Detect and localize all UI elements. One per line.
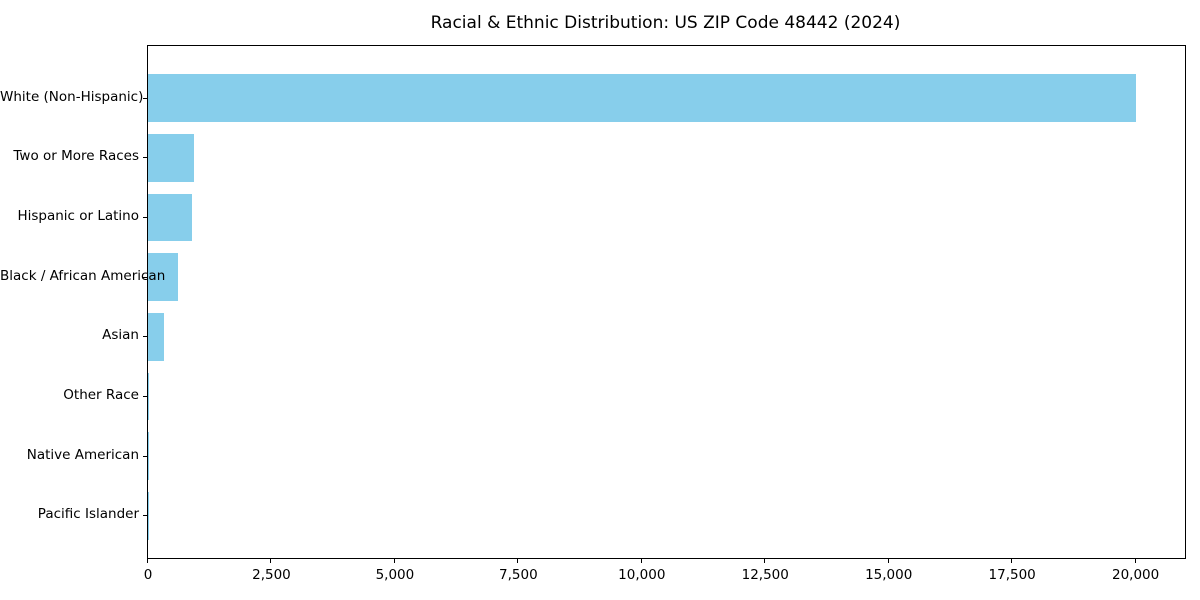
y-tick-mark xyxy=(143,336,147,338)
bar xyxy=(148,312,164,361)
y-axis-label: White (Non-Hispanic) xyxy=(0,88,144,105)
x-axis-label: 20,000 xyxy=(1111,567,1160,583)
y-axis-label: Native American xyxy=(26,446,139,463)
x-tick-mark xyxy=(147,559,148,563)
x-tick-mark xyxy=(1011,559,1013,563)
y-axis-label: Hispanic or Latino xyxy=(17,207,139,224)
x-tick-mark xyxy=(270,559,272,563)
plot-area xyxy=(143,45,1186,559)
bar xyxy=(148,193,193,242)
y-tick-mark xyxy=(143,515,147,517)
bar xyxy=(148,372,149,421)
x-axis-label: 7,500 xyxy=(499,567,538,583)
bar xyxy=(148,253,178,302)
bar xyxy=(148,74,1136,122)
x-tick-mark xyxy=(764,559,766,563)
x-axis-label: 5,000 xyxy=(375,567,415,583)
x-tick-mark xyxy=(393,559,395,563)
chart-title: Racial & Ethnic Distribution: US ZIP Cod… xyxy=(430,13,901,33)
x-axis-label: 0 xyxy=(143,567,153,583)
x-tick-mark xyxy=(640,559,642,563)
y-tick-mark xyxy=(143,276,147,278)
y-tick-mark xyxy=(143,157,147,159)
y-axis-label: Other Race xyxy=(63,387,139,404)
x-axis-label: 10,000 xyxy=(618,567,666,583)
y-axis-label: Pacific Islander xyxy=(37,506,139,523)
x-axis-label: 2,500 xyxy=(252,567,291,583)
y-tick-mark xyxy=(143,216,147,218)
y-tick-mark xyxy=(143,97,147,99)
y-tick-mark xyxy=(143,396,147,398)
x-axis-label: 17,500 xyxy=(988,567,1036,583)
x-tick-mark xyxy=(517,559,519,563)
x-axis-label: 12,500 xyxy=(741,567,789,583)
x-tick-mark xyxy=(1134,559,1136,563)
y-axis-label: Asian xyxy=(102,327,139,344)
bar xyxy=(148,133,194,182)
x-axis-label: 15,000 xyxy=(865,567,913,583)
x-tick-mark xyxy=(887,559,889,563)
y-tick-mark xyxy=(143,455,147,457)
y-axis-label: Two or More Races xyxy=(13,148,139,165)
y-axis-label: Black / African American xyxy=(0,267,166,284)
